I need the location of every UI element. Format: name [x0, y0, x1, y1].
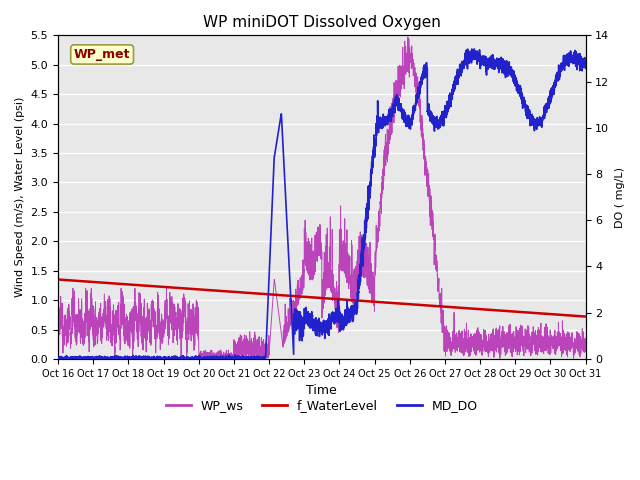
Legend: WP_ws, f_WaterLevel, MD_DO: WP_ws, f_WaterLevel, MD_DO [161, 395, 483, 418]
X-axis label: Time: Time [307, 384, 337, 397]
Title: WP miniDOT Dissolved Oxygen: WP miniDOT Dissolved Oxygen [203, 15, 441, 30]
Y-axis label: Wind Speed (m/s), Water Level (psi): Wind Speed (m/s), Water Level (psi) [15, 97, 25, 297]
Text: WP_met: WP_met [74, 48, 131, 61]
Y-axis label: DO ( mg/L): DO ( mg/L) [615, 167, 625, 228]
